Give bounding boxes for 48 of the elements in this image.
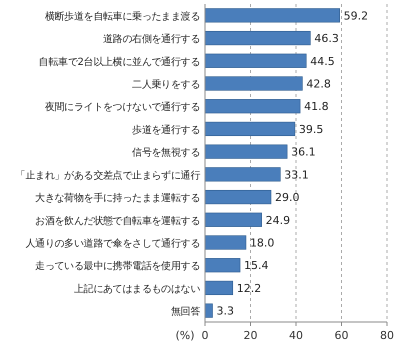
y-tick-label: 歩道を通行する — [132, 124, 200, 136]
data-label: 46.3 — [314, 32, 339, 46]
x-tick-label: 20 — [244, 329, 258, 342]
data-label: 41.8 — [304, 100, 329, 114]
data-label: 42.8 — [306, 78, 331, 90]
data-label: 24.9 — [266, 214, 290, 227]
bar — [204, 144, 288, 159]
data-label: 44.5 — [310, 54, 335, 68]
y-tick-label: 大きな荷物を手に持ったまま運転する — [35, 192, 200, 204]
y-tick-label: 走っている最中に携帯電話を使用する — [35, 260, 200, 272]
bar — [204, 122, 296, 136]
bar — [204, 30, 311, 46]
bar — [204, 235, 246, 250]
x-tick-label: 80 — [380, 329, 394, 342]
data-label: 36.1 — [291, 146, 316, 159]
y-tick-label: 夜間にライトをつけないで通行する — [44, 101, 200, 114]
data-label: 59.2 — [344, 9, 368, 22]
data-label: 33.1 — [284, 168, 309, 182]
data-label: 29.0 — [274, 191, 300, 204]
y-tick-label: 横断歩道を自転車に乗ったまま渡る — [44, 10, 200, 22]
y-tick-label: 「止まれ」がある交差点で止まらずに通行 — [16, 169, 200, 182]
x-tick-label: 0 — [202, 329, 208, 342]
y-tick-label: 人通りの多い道路で傘をさして通行する — [25, 238, 200, 250]
data-label: 18.0 — [250, 236, 274, 250]
x-tick-label: 60 — [334, 329, 348, 342]
y-tick-label: 上記にあてはまるものはない — [74, 282, 200, 295]
y-tick-label: 道路の右側を通行する — [102, 33, 200, 46]
x-axis-title: (%) — [175, 329, 195, 342]
bar — [204, 258, 240, 272]
bar — [204, 280, 234, 296]
x-tick-label: 40 — [289, 329, 303, 342]
data-label: 12.2 — [236, 282, 262, 295]
data-label: 39.5 — [298, 122, 324, 136]
y-tick-label: 無回答 — [170, 306, 200, 318]
y-tick-label: 自転車で2台以上横に並んで通行する — [38, 56, 200, 68]
bar — [204, 212, 262, 227]
bar — [204, 99, 300, 114]
bar — [204, 54, 307, 68]
bar — [204, 167, 281, 182]
data-label: 15.4 — [244, 259, 269, 272]
bar — [204, 190, 272, 204]
bar — [204, 8, 340, 22]
data-label: 3.3 — [216, 304, 234, 318]
bar — [204, 76, 303, 91]
y-tick-label: お酒を飲んだ状態で自転車を運転する — [35, 214, 200, 227]
y-tick-label: 二人乗りをする — [132, 78, 200, 90]
y-tick-label: 信号を無視する — [132, 146, 200, 159]
bar — [204, 304, 213, 318]
